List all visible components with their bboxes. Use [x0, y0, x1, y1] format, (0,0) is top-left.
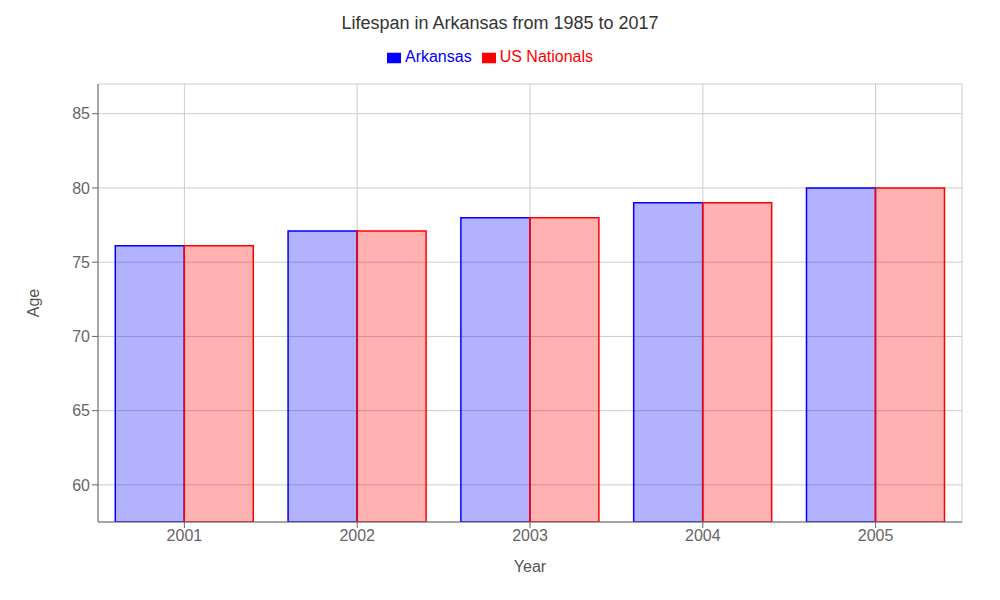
svg-text:70: 70	[72, 328, 90, 345]
html-text:Lifespan in Arkansas from 1985: Lifespan in Arkansas from 1985 to 2017	[341, 13, 659, 33]
svg-text:60: 60	[72, 477, 90, 494]
html-text:US Nationals: US Nationals	[499, 48, 593, 65]
svg-text:65: 65	[72, 402, 90, 419]
svg-text:2002: 2002	[339, 527, 375, 544]
svg-text:85: 85	[72, 105, 90, 122]
svg-text:2004: 2004	[685, 527, 721, 544]
svg-text:2005: 2005	[858, 527, 894, 544]
svg-text:75: 75	[72, 254, 90, 271]
svg-text:Year: Year	[514, 558, 547, 575]
svg-text:80: 80	[72, 180, 90, 197]
svg-text:2003: 2003	[512, 527, 548, 544]
svg-text:2001: 2001	[167, 527, 203, 544]
svg-text:Age: Age	[25, 289, 42, 318]
html-text:Arkansas: Arkansas	[405, 48, 472, 65]
